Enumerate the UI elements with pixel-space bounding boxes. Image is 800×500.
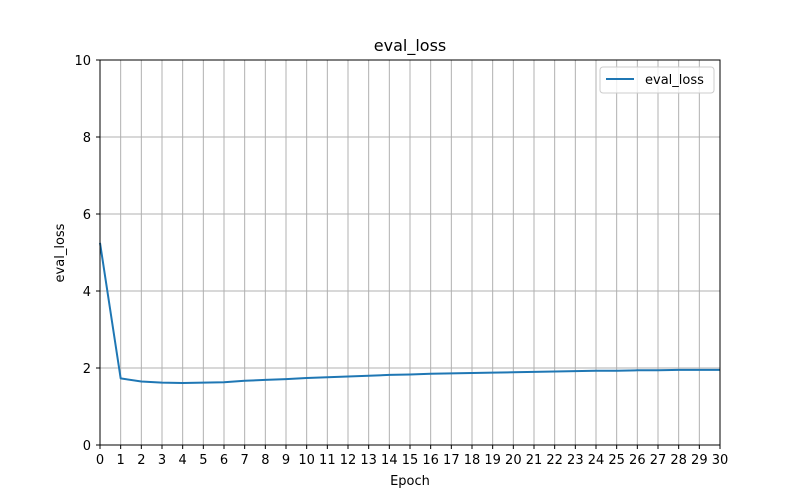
y-axis: 0 2 4 6 8 10: [74, 54, 100, 454]
x-tick-label: 7: [241, 453, 249, 468]
x-tick-label: 30: [712, 453, 729, 468]
x-tick-label: 27: [650, 453, 667, 468]
grid: [99, 59, 721, 446]
y-axis-label: eval_loss: [53, 223, 68, 282]
y-tick-label: 10: [74, 54, 91, 69]
x-tick-label: 1: [117, 453, 125, 468]
x-tick-label: 24: [588, 453, 605, 468]
x-tick-label: 14: [381, 453, 398, 468]
x-tick-label: 9: [282, 453, 290, 468]
legend: eval_loss: [599, 66, 715, 94]
x-tick-label: 10: [298, 453, 315, 468]
chart-title: eval_loss: [374, 36, 446, 56]
x-tick-label: 21: [526, 453, 543, 468]
x-tick-label: 6: [220, 453, 228, 468]
x-tick-label: 28: [670, 453, 687, 468]
legend-box: [599, 66, 715, 94]
x-tick-label: 23: [567, 453, 584, 468]
series-line-eval-loss: [99, 242, 720, 385]
x-tick-label: 17: [443, 453, 460, 468]
x-tick-label: 29: [691, 453, 708, 468]
x-tick-label: 0: [96, 453, 104, 468]
x-tick-label: 26: [629, 453, 646, 468]
y-tick-label: 8: [83, 131, 91, 146]
x-tick-label: 5: [199, 453, 207, 468]
y-tick-label: 4: [83, 285, 91, 300]
x-tick-label: 8: [261, 453, 269, 468]
x-tick-label: 19: [484, 453, 501, 468]
x-axis: 0 1 2 3 4 5 6 7 8 9 10 11 12 13 14 15 16 17 18 19 20 21 22 23 24…: [96, 445, 728, 468]
legend-label-eval-loss: eval_loss: [645, 73, 704, 88]
x-tick-label: 15: [402, 453, 419, 468]
x-tick-label: 3: [158, 453, 166, 468]
x-tick-label: 16: [422, 453, 439, 468]
x-tick-label: 22: [546, 453, 563, 468]
x-tick-label: 13: [360, 453, 377, 468]
y-tick-label: 0: [83, 439, 91, 454]
x-tick-label: 25: [608, 453, 625, 468]
series-layer: [99, 242, 720, 385]
x-tick-label: 12: [340, 453, 357, 468]
y-tick-label: 6: [83, 208, 91, 223]
x-tick-label: 11: [319, 453, 336, 468]
x-axis-label: Epoch: [390, 474, 430, 489]
x-tick-label: 2: [137, 453, 145, 468]
x-tick-label: 4: [179, 453, 187, 468]
x-tick-label: 20: [505, 453, 522, 468]
y-tick-label: 2: [83, 362, 91, 377]
x-tick-label: 18: [464, 453, 481, 468]
